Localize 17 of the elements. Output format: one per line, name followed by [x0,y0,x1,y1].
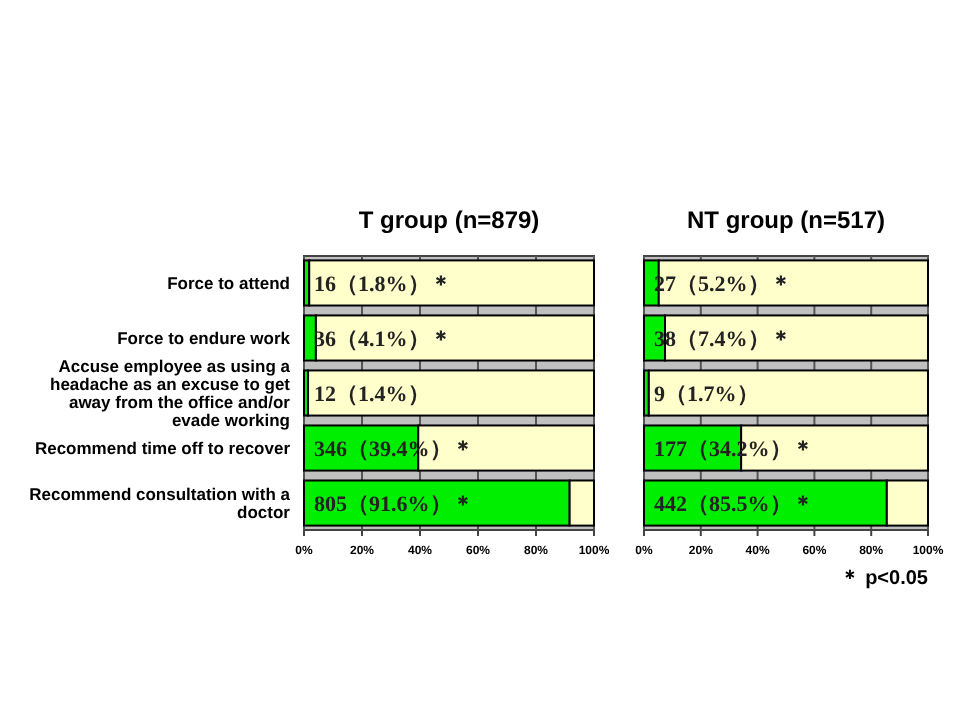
data-label: 805（91.6%）＊ [314,492,474,517]
y-tick-label: Accuse employee as using a headache as an excuse to get away from the office and/or evade working [50,355,292,430]
chart-title: NT group (n=517) [686,206,886,234]
bar [647,369,929,417]
y-tick-label: Recommend time off to recover [34,437,292,458]
data-label: 16（1.8%）＊ [314,272,452,297]
y-tick-label: Force to attend [167,272,290,293]
bar [307,369,595,417]
data-label: 9（1.7%） [654,382,759,407]
y-tick-label: Recommend consultation with a doctor [29,483,292,522]
data-label: 442（85.5%）＊ [654,492,814,517]
data-label: 38（7.4%）＊ [654,327,792,352]
y-tick-label: Force to endure work [117,327,291,348]
chart-title: T group (n=879) [358,206,540,234]
bar [308,259,595,307]
data-label: 12（1.4%） [314,382,430,407]
text: ＊ p<0.05 [839,568,929,590]
